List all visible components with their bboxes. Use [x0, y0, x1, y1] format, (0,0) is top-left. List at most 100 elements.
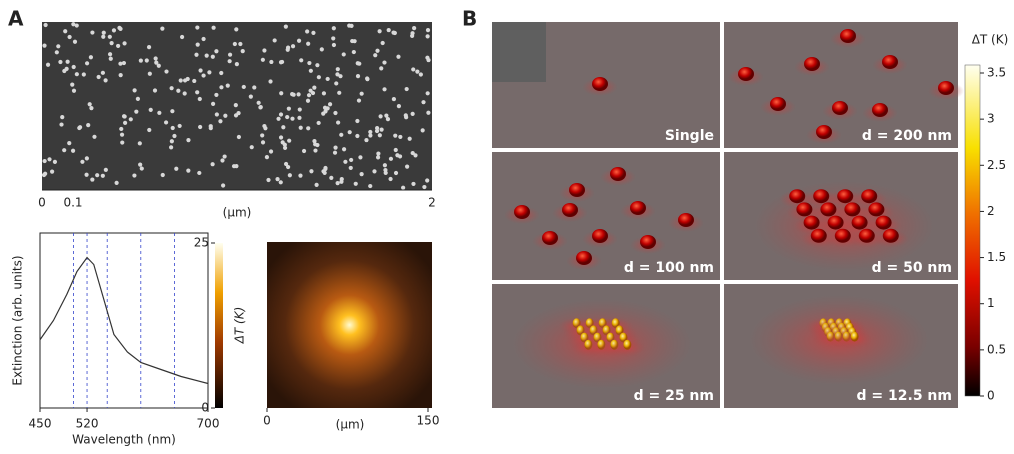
nanoparticle [368, 133, 372, 137]
nanoparticle [349, 158, 353, 162]
nanoparticle [337, 91, 341, 95]
nanoparticle [820, 202, 836, 216]
nanoparticle [861, 189, 877, 203]
tile: d = 12.5 nm [724, 284, 958, 408]
nanoparticle [280, 60, 284, 64]
nanoparticle [285, 115, 289, 119]
tile: d = 200 nm [724, 22, 964, 148]
nanoparticle [85, 156, 89, 160]
nanoparticle [89, 55, 93, 59]
nanoparticle [425, 178, 429, 182]
nanoparticle [411, 151, 415, 155]
colorbar-tick-label: 3 [987, 112, 995, 126]
nanoparticle [262, 124, 266, 128]
nanoparticle [104, 78, 108, 82]
nanoparticle [796, 202, 812, 216]
nanoparticle [357, 98, 361, 102]
nanoparticle [72, 89, 76, 93]
nanoparticle [58, 60, 62, 64]
nanoparticle [101, 35, 105, 39]
nanoparticle [298, 107, 302, 111]
nanoparticle [562, 203, 578, 217]
nanoparticle [938, 81, 954, 95]
nanoparticle [171, 126, 175, 130]
nanoparticle [118, 62, 122, 66]
nanoparticle [421, 100, 425, 104]
nanoparticle [223, 114, 227, 118]
nanoparticle [180, 35, 184, 39]
nanoparticle [281, 140, 285, 144]
tile-label: d = 50 nm [872, 260, 952, 276]
nanoparticle [226, 84, 230, 88]
nanoparticle [398, 135, 402, 139]
nanoparticle [835, 229, 851, 243]
nanoparticle [97, 75, 101, 79]
nanoparticle [376, 155, 380, 159]
nanoparticle [198, 97, 202, 101]
nanoparticle [186, 138, 190, 142]
nanoparticle [266, 178, 270, 182]
nanoparticle [840, 29, 856, 43]
nanoparticle [333, 151, 337, 155]
nanoparticle [315, 183, 319, 187]
nanoparticle [882, 55, 898, 69]
nanoparticle [312, 86, 316, 90]
nanoparticle [348, 130, 352, 134]
nanoparticle [396, 55, 400, 59]
nanoparticle [296, 92, 300, 96]
nanoparticle [179, 78, 183, 82]
nanoparticle [623, 340, 631, 350]
colorbar-title: ΔT (K) [233, 307, 247, 345]
tile-label: d = 100 nm [624, 260, 714, 276]
nanoparticle [610, 167, 626, 181]
nanoparticle [844, 202, 860, 216]
nanoparticle [129, 117, 133, 121]
nanoparticle [262, 48, 266, 52]
nanoparticle [170, 86, 174, 90]
nanoparticle [257, 101, 261, 105]
nanoparticle [102, 31, 106, 35]
nanoparticle [119, 73, 123, 77]
nanoparticle [378, 133, 382, 137]
tile: d = 50 nm [724, 152, 958, 280]
nanoparticle [789, 189, 805, 203]
colorbar-tick-label: 2.5 [987, 158, 1006, 172]
nanoparticle [44, 23, 48, 27]
nanoparticle [395, 153, 399, 157]
nanoparticle [147, 128, 151, 132]
nanoparticle [419, 72, 423, 76]
x-tick-label: 520 [76, 417, 99, 431]
nanoparticle [220, 158, 224, 162]
nanoparticle [73, 40, 77, 44]
nanoparticle [117, 26, 121, 30]
nanoparticle [389, 157, 393, 161]
nanoparticle [313, 148, 317, 152]
nanoparticle [279, 180, 283, 184]
nanoparticle [211, 55, 215, 59]
nanoparticle [365, 77, 369, 81]
plot-frame [40, 233, 208, 408]
nanoparticle [284, 25, 288, 29]
tile-label: d = 25 nm [634, 388, 714, 404]
nanoparticle [279, 91, 283, 95]
nanoparticle [379, 66, 383, 70]
nanoparticle [353, 39, 357, 43]
nanoparticle [273, 38, 277, 42]
nanoparticle [154, 56, 158, 60]
nanoparticle [332, 26, 336, 30]
nanoparticle [342, 147, 346, 151]
scale-label: 2 [428, 196, 436, 210]
nanoparticle [426, 111, 430, 115]
nanoparticle [138, 141, 142, 145]
nanoparticle [218, 119, 222, 123]
nanoparticle [88, 102, 92, 106]
tile: Single [492, 22, 720, 148]
nanoparticle [297, 39, 301, 43]
scale-unit: (μm) [223, 206, 252, 220]
nanoparticle [401, 186, 405, 190]
nanoparticle [352, 50, 356, 54]
nanoparticle [317, 121, 321, 125]
nanoparticle [364, 138, 368, 142]
nanoparticle [384, 171, 388, 175]
nanoparticle [811, 229, 827, 243]
